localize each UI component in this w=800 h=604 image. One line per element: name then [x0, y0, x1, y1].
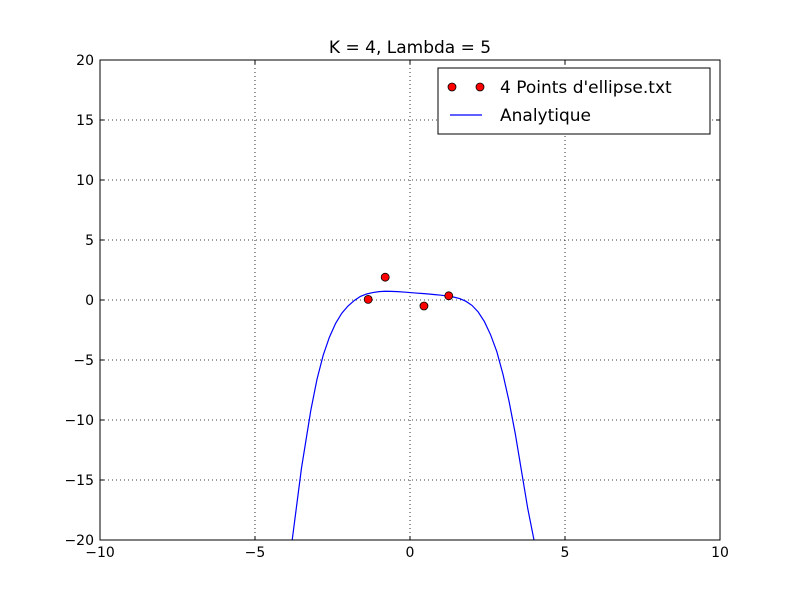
legend-label: Analytique — [500, 106, 591, 126]
x-tick-label: −5 — [245, 545, 266, 561]
axis-ticks: −10 −5 0 5 10 −20 −15 −10 −5 0 5 10 15 20 — [64, 53, 728, 561]
x-tick-label: 0 — [406, 545, 415, 561]
legend-marker — [475, 82, 485, 92]
legend-marker — [447, 82, 457, 92]
x-tick-label: 10 — [711, 545, 729, 561]
y-tick-label: −15 — [64, 473, 94, 489]
y-tick-label: 5 — [85, 233, 94, 249]
x-tick-label: −10 — [85, 545, 115, 561]
plot-area — [291, 272, 535, 540]
chart-title: K = 4, Lambda = 5 — [329, 38, 491, 58]
y-tick-label: −20 — [64, 533, 94, 549]
y-tick-label: 15 — [76, 113, 94, 129]
y-tick-label: 20 — [76, 53, 94, 69]
legend-box — [437, 67, 711, 135]
data-point — [380, 272, 390, 282]
legend: 4 Points d'ellipse.txt Analytique — [437, 67, 711, 135]
x-tick-label: 5 — [561, 545, 570, 561]
series-line-analytique — [291, 290, 535, 540]
y-tick-label: −5 — [73, 353, 94, 369]
data-point — [419, 301, 429, 311]
y-tick-label: −10 — [64, 413, 94, 429]
data-point — [363, 294, 373, 304]
y-tick-label: 0 — [85, 293, 94, 309]
legend-label: 4 Points d'ellipse.txt — [500, 78, 672, 98]
data-point — [444, 291, 454, 301]
y-tick-label: 10 — [76, 173, 94, 189]
